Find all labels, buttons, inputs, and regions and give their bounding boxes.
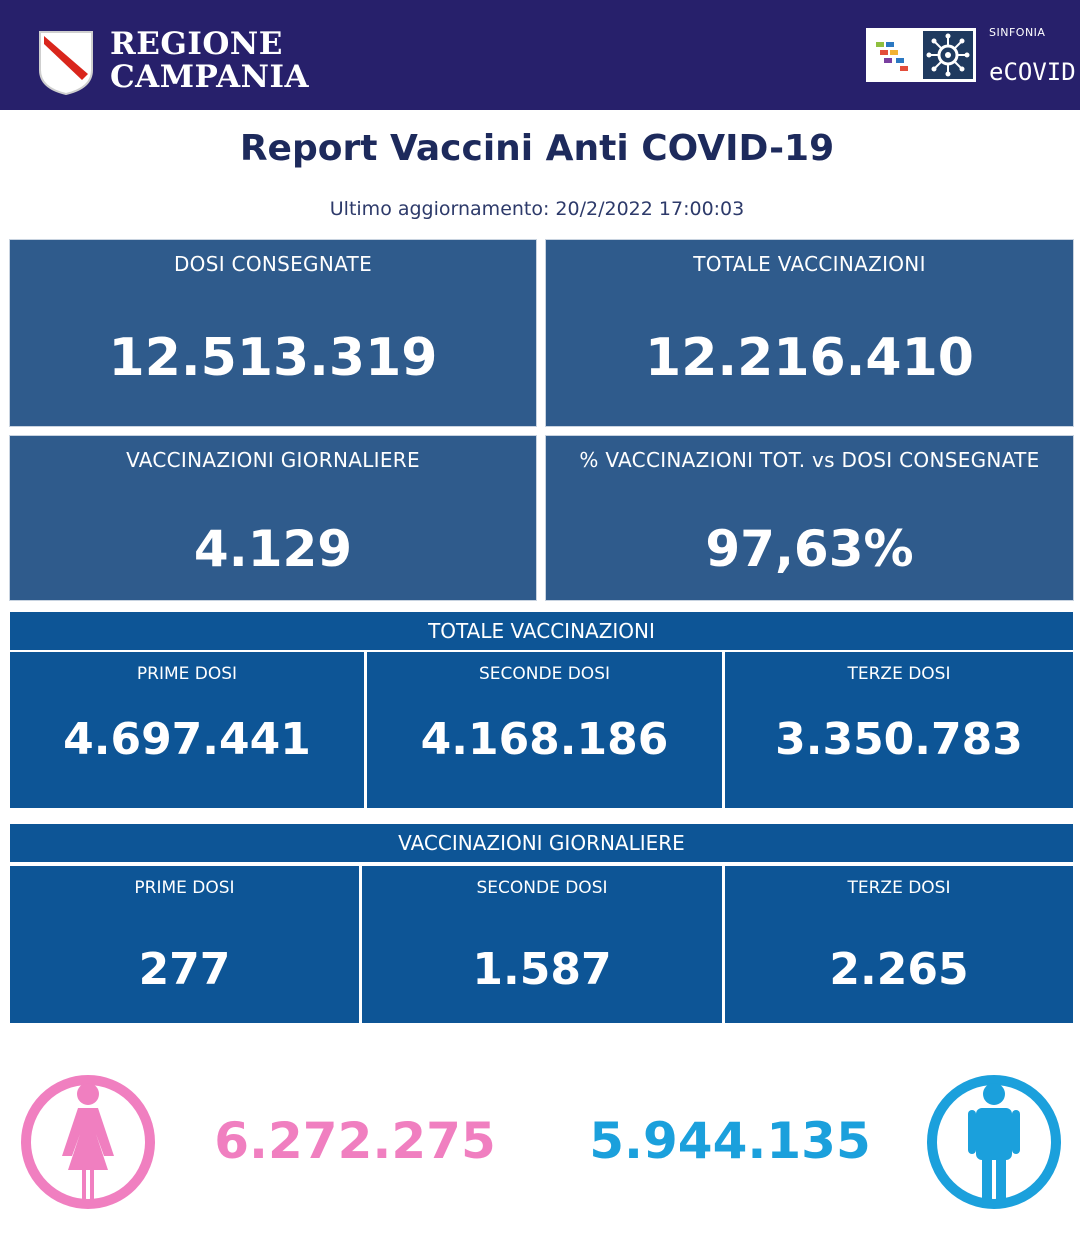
header-bar: REGIONE CAMPANIA	[0, 0, 1080, 110]
totale-terze-dosi: TERZE DOSI 3.350.783	[725, 652, 1073, 808]
cell-value: 1.587	[472, 944, 612, 995]
card-value: 12.216.410	[645, 328, 974, 388]
cell-value: 4.697.441	[63, 714, 311, 765]
region-name: REGIONE CAMPANIA	[110, 28, 309, 94]
totale-prime-dosi: PRIME DOSI 4.697.441	[10, 652, 364, 808]
card-percentuale-vaccinazioni: % VACCINAZIONI TOT. vs DOSI CONSEGNATE 9…	[546, 436, 1073, 600]
giornaliere-seconde-dosi: SECONDE DOSI 1.587	[362, 866, 722, 1023]
male-vaccinations-value: 5.944.135	[589, 1112, 871, 1170]
cell-value: 3.350.783	[775, 714, 1023, 765]
giornaliere-terze-dosi: TERZE DOSI 2.265	[725, 866, 1073, 1023]
card-value: 4.129	[193, 520, 353, 578]
section-title-totale: TOTALE VACCINAZIONI	[10, 612, 1073, 650]
cell-label: SECONDE DOSI	[478, 664, 610, 684]
cell-value: 2.265	[829, 944, 969, 995]
cell-label: TERZE DOSI	[847, 878, 951, 898]
card-value: 97,63%	[705, 520, 914, 578]
sinfonia-label: SINFONIA	[989, 26, 1046, 39]
page-title: Report Vaccini Anti COVID-19	[239, 128, 835, 169]
section-title-giornaliere: VACCINAZIONI GIORNALIERE	[10, 824, 1073, 862]
cell-label: SECONDE DOSI	[476, 878, 608, 898]
female-icon	[21, 1075, 155, 1209]
virus-logo-icon	[920, 28, 976, 82]
ecovid-label: eCOVID	[989, 58, 1076, 86]
male-icon	[927, 1075, 1061, 1209]
region-name-line1: REGIONE	[110, 26, 283, 62]
cell-label: TERZE DOSI	[847, 664, 951, 684]
cell-label: PRIME DOSI	[134, 878, 235, 898]
cell-value: 4.168.186	[420, 714, 669, 765]
card-dosi-consegnate: DOSI CONSEGNATE 12.513.319	[10, 240, 536, 426]
female-vaccinations-value: 6.272.275	[214, 1112, 496, 1170]
partner-logo-squares-icon	[866, 28, 922, 82]
giornaliere-prime-dosi: PRIME DOSI 277	[10, 866, 359, 1023]
region-crest-icon	[39, 31, 93, 96]
cell-value: 277	[138, 944, 231, 995]
card-label: % VACCINAZIONI TOT. vs DOSI CONSEGNATE	[579, 448, 1040, 472]
cell-label: PRIME DOSI	[136, 664, 238, 684]
card-vaccinazioni-giornaliere: VACCINAZIONI GIORNALIERE 4.129	[10, 436, 536, 600]
last-update: Ultimo aggiornamento: 20/2/2022 17:00:03	[329, 198, 745, 220]
totale-seconde-dosi: SECONDE DOSI 4.168.186	[367, 652, 722, 808]
card-value: 12.513.319	[108, 328, 438, 388]
region-name-line2: CAMPANIA	[110, 59, 310, 95]
card-label: DOSI CONSEGNATE	[173, 252, 373, 276]
card-totale-vaccinazioni: TOTALE VACCINAZIONI 12.216.410	[546, 240, 1073, 426]
card-label: VACCINAZIONI GIORNALIERE	[126, 448, 420, 472]
card-label: TOTALE VACCINAZIONI	[693, 252, 926, 276]
